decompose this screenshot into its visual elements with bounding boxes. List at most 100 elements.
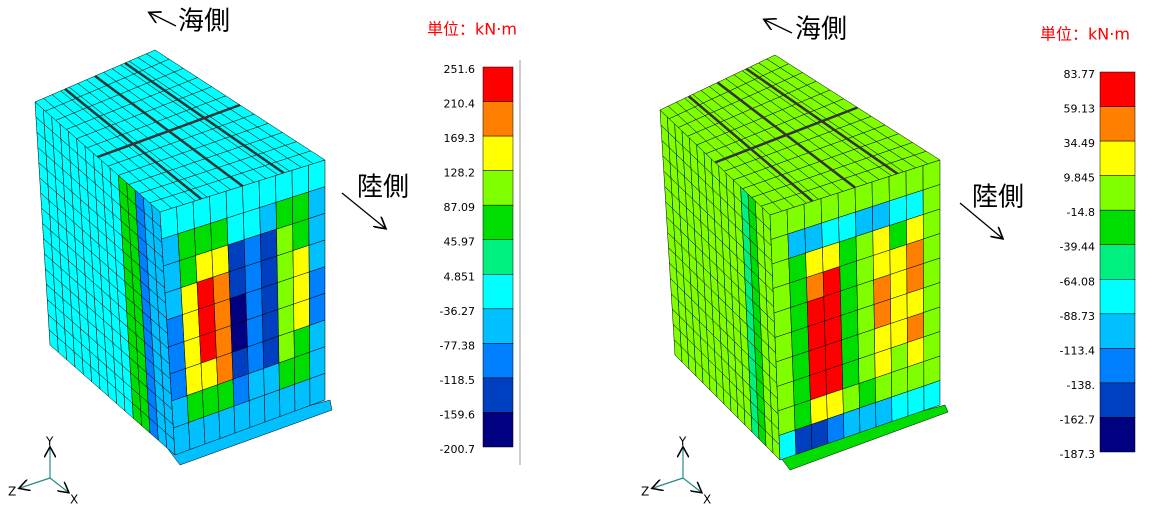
mesh-cell — [173, 422, 191, 456]
mesh-cell — [210, 217, 229, 251]
legend-label: -159.6 — [440, 408, 475, 421]
legend-swatch — [482, 274, 514, 310]
mesh-cell — [195, 249, 214, 283]
mesh-cell — [279, 383, 296, 417]
legend-label: -14.8 — [1067, 206, 1095, 219]
sea-arrow — [765, 20, 793, 34]
legend-label: -118.5 — [440, 374, 475, 387]
legend-swatch — [1099, 417, 1136, 453]
mesh-cell — [308, 239, 326, 273]
mesh-cell — [198, 303, 216, 337]
mesh-cell — [188, 416, 206, 450]
mesh-cell — [244, 260, 262, 294]
mesh-cell — [810, 418, 829, 450]
mesh-cell — [246, 314, 264, 348]
legend-label: 87.09 — [444, 201, 476, 214]
legend-swatch — [482, 377, 514, 413]
mesh-cell — [171, 395, 189, 429]
legend-swatch — [482, 412, 514, 448]
mesh-cell — [196, 276, 215, 310]
legend-label: 210.4 — [444, 98, 476, 111]
legend-label: -77.38 — [440, 339, 475, 352]
mesh-cell — [230, 319, 248, 353]
mesh-cell — [891, 391, 909, 422]
mesh-cell — [166, 314, 185, 348]
legend-swatch — [482, 101, 514, 137]
mesh-cell — [182, 308, 200, 342]
legend-label: -64.08 — [1060, 275, 1095, 288]
mesh-cell — [168, 341, 186, 375]
mesh-cell — [194, 222, 213, 256]
mesh-cell — [291, 164, 309, 198]
inner-wall — [97, 103, 241, 159]
legend-swatch — [1099, 71, 1136, 107]
mesh-cell — [276, 223, 294, 257]
legend-label: -39.44 — [1060, 241, 1095, 254]
legend-swatch — [482, 135, 514, 171]
mesh-cell — [203, 411, 221, 445]
legend-label: -113.4 — [1060, 344, 1095, 357]
mesh-cell — [226, 212, 245, 246]
sea-arrow — [150, 13, 177, 27]
mesh-cell — [212, 271, 231, 305]
axis-arrow — [20, 477, 51, 488]
mesh-cell — [225, 185, 244, 219]
mesh-cell — [186, 389, 204, 423]
sea-label: 海側 — [795, 15, 847, 45]
legend-label: -138. — [1067, 379, 1095, 392]
mesh-cell — [209, 190, 228, 224]
sea-label: 海側 — [178, 7, 230, 37]
axis-y-label: Y — [45, 435, 54, 449]
legend-swatch — [482, 66, 514, 102]
mesh-cell — [177, 228, 196, 262]
mesh-cell — [183, 335, 202, 369]
mesh-cell — [161, 233, 180, 267]
mesh-cell — [233, 400, 251, 434]
mesh-cell — [176, 201, 195, 235]
mesh-cell — [216, 352, 234, 386]
legend-swatch — [482, 343, 514, 379]
legend-label: 83.77 — [1064, 68, 1096, 81]
mesh-cell — [923, 380, 941, 411]
mesh-cell — [292, 191, 310, 225]
legend-label: 59.13 — [1064, 103, 1096, 116]
mesh-cell — [277, 276, 294, 310]
mesh-cell — [245, 287, 263, 321]
mesh-cell — [794, 424, 813, 455]
legend-label: 128.2 — [444, 167, 476, 180]
panel: 251.6 210.4 169.3 128.2 87.09 45.97 4.851 -36.2… — [8, 7, 521, 507]
mesh-cell — [163, 260, 182, 294]
land-label: 陸側 — [357, 173, 409, 203]
axis-arrow — [653, 477, 684, 488]
land-label: 陸側 — [972, 183, 1024, 213]
land-arrow — [341, 192, 385, 228]
mesh-cell — [199, 330, 217, 364]
mesh-cell — [202, 384, 220, 418]
mesh-cell — [243, 234, 262, 267]
legend-swatch — [1099, 106, 1136, 142]
legend-label: 169.3 — [444, 132, 476, 145]
mesh-cell — [294, 378, 311, 412]
mesh-cell — [260, 228, 278, 262]
panel: 83.77 59.13 34.49 9.845 -14.8 -39.44 -64.08 -88… — [641, 15, 1136, 507]
land-arrow — [959, 202, 1002, 238]
axis-z-label: Z — [8, 485, 16, 499]
legend-swatch — [482, 239, 514, 275]
legend-label: 45.97 — [444, 236, 476, 249]
mesh-cell — [259, 202, 277, 235]
mesh-cell — [218, 405, 236, 439]
axis-y-label: Y — [678, 435, 687, 449]
mesh-cell — [242, 180, 260, 214]
mesh-cell — [308, 212, 326, 246]
mesh-cell — [308, 186, 326, 219]
mesh-cell — [185, 362, 203, 396]
inner-wall — [714, 106, 858, 164]
axis-z-label: Z — [641, 485, 649, 499]
unit-label: 単位：kN·m — [427, 20, 517, 39]
legend-swatch — [1099, 348, 1136, 384]
axis-arrow — [49, 477, 68, 492]
mesh-cell — [213, 298, 232, 332]
legend-label: 4.851 — [444, 270, 476, 283]
legend-swatch — [1099, 382, 1136, 418]
